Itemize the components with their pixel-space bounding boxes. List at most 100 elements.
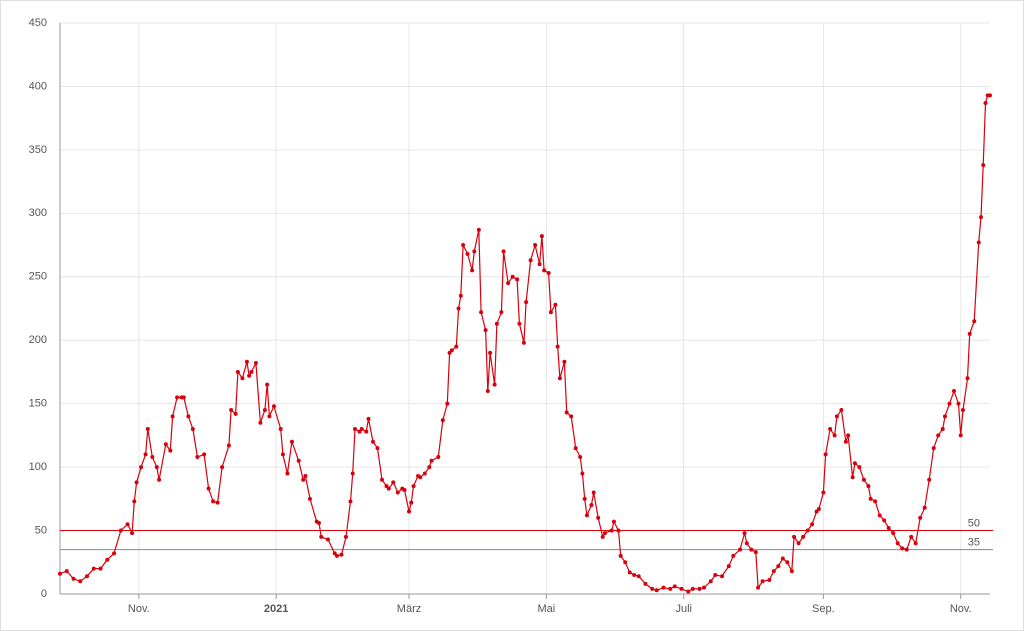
data-point — [776, 564, 781, 569]
data-point — [573, 446, 578, 451]
reference-label: 50 — [968, 517, 980, 529]
data-point — [411, 484, 416, 489]
y-tick-label: 100 — [29, 461, 47, 473]
data-point — [785, 560, 790, 565]
data-point — [386, 486, 391, 491]
data-point — [596, 515, 601, 520]
data-point — [195, 454, 200, 459]
data-point — [636, 574, 641, 579]
data-point — [951, 388, 956, 393]
data-point — [118, 528, 123, 533]
data-point — [240, 376, 245, 381]
data-point — [319, 534, 324, 539]
data-point — [958, 433, 963, 438]
data-point — [352, 427, 357, 432]
data-point — [233, 411, 238, 416]
data-point — [839, 408, 844, 413]
data-point — [771, 569, 776, 574]
data-point — [64, 569, 69, 574]
data-point — [562, 359, 567, 364]
data-point — [679, 586, 684, 591]
data-point — [960, 408, 965, 413]
data-point — [206, 486, 211, 491]
data-point — [756, 585, 761, 590]
data-point — [271, 404, 276, 409]
data-point — [742, 531, 747, 536]
data-point — [895, 541, 900, 546]
data-point — [139, 465, 144, 470]
data-point — [749, 547, 754, 552]
data-point — [828, 427, 833, 432]
y-tick-label: 250 — [29, 271, 47, 283]
data-point — [697, 586, 702, 591]
data-point — [548, 310, 553, 315]
x-tick-label: Juli — [675, 603, 692, 615]
y-tick-label: 300 — [29, 207, 47, 219]
data-point — [627, 570, 632, 575]
data-point — [823, 452, 828, 457]
data-point — [488, 350, 493, 355]
data-point — [801, 534, 806, 539]
data-point — [440, 418, 445, 423]
data-point — [602, 531, 607, 536]
data-point — [145, 427, 150, 432]
data-point — [584, 513, 589, 518]
data-point — [713, 572, 718, 577]
data-point — [580, 471, 585, 476]
data-point — [780, 556, 785, 561]
data-point — [454, 344, 459, 349]
data-point — [371, 439, 376, 444]
data-point — [976, 240, 981, 245]
x-tick-label: Sep. — [812, 603, 835, 615]
data-point — [130, 531, 135, 536]
data-point — [861, 477, 866, 482]
data-point — [289, 439, 294, 444]
data-point — [395, 490, 400, 495]
data-point — [494, 321, 499, 326]
data-point — [229, 408, 234, 413]
data-point — [609, 528, 614, 533]
data-point — [978, 215, 983, 220]
data-point — [325, 537, 330, 542]
data-point — [253, 361, 258, 366]
data-point — [616, 528, 621, 533]
data-point — [846, 433, 851, 438]
data-point — [900, 546, 905, 551]
data-point — [170, 414, 175, 419]
data-point — [85, 574, 90, 579]
data-point — [922, 505, 927, 510]
data-point — [278, 427, 283, 432]
data-point — [956, 401, 961, 406]
data-point — [143, 452, 148, 457]
data-point — [470, 268, 475, 273]
data-point — [476, 227, 481, 232]
x-tick-label: 2021 — [264, 603, 288, 615]
data-point — [181, 395, 186, 400]
data-point — [886, 526, 891, 531]
data-point — [134, 480, 139, 485]
data-point — [343, 534, 348, 539]
data-point — [150, 454, 155, 459]
data-point — [125, 522, 130, 527]
data-point — [407, 509, 412, 514]
data-point — [521, 340, 526, 345]
data-point — [539, 234, 544, 239]
data-point — [175, 395, 180, 400]
data-point — [267, 414, 272, 419]
data-point — [767, 578, 772, 583]
data-point — [936, 433, 941, 438]
data-point — [154, 465, 159, 470]
data-point — [569, 414, 574, 419]
data-point — [483, 328, 488, 333]
data-point — [186, 414, 191, 419]
data-point — [967, 331, 972, 336]
data-point — [931, 446, 936, 451]
data-point — [285, 471, 290, 476]
data-point — [852, 461, 857, 466]
data-point — [555, 344, 560, 349]
data-point — [296, 458, 301, 463]
data-point — [524, 300, 529, 305]
data-point — [913, 541, 918, 546]
data-point — [702, 585, 707, 590]
data-point — [71, 576, 76, 581]
